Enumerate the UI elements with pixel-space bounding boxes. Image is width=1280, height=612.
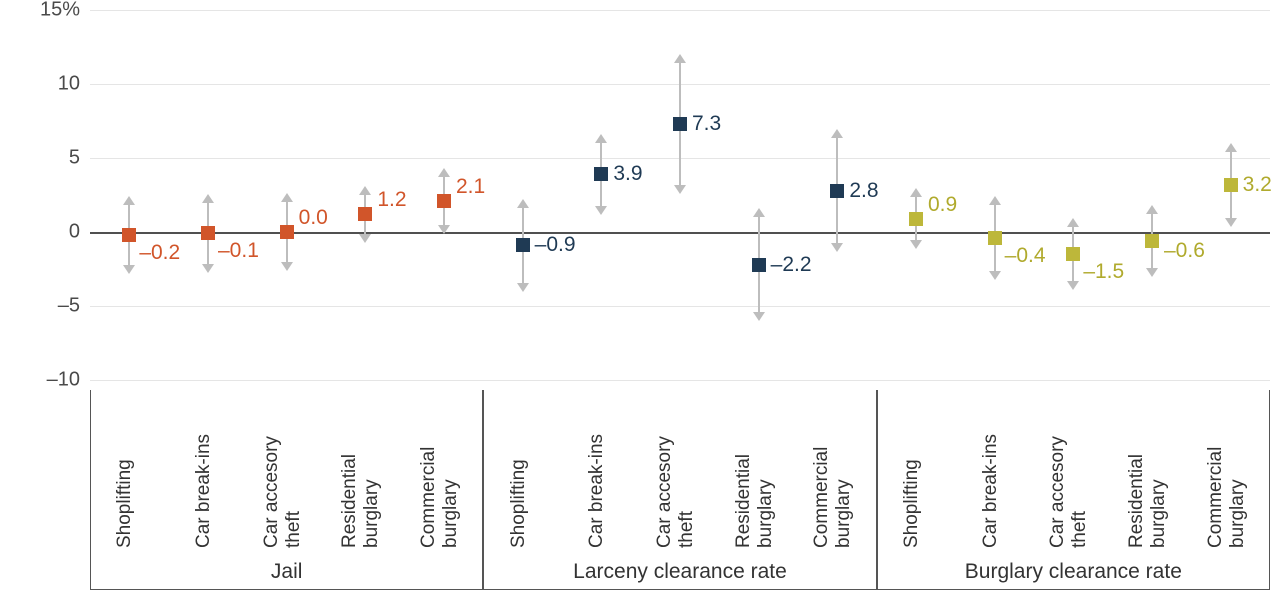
data-label: 1.2 [377,188,406,212]
error-arrow-down-icon [359,234,371,243]
error-arrow-up-icon [595,134,607,143]
error-arrow-up-icon [517,199,529,208]
x-category-label: burglary [833,479,855,548]
data-label: 0.0 [299,206,328,230]
y-tick-label: –5 [30,295,80,318]
error-arrow-up-icon [281,193,293,202]
error-arrow-down-icon [517,283,529,292]
group-label: Jail [90,560,483,584]
error-arrow-down-icon [1067,281,1079,290]
data-label: 2.1 [456,175,485,199]
x-category-label: Car accesory [1047,436,1069,548]
error-arrow-down-icon [910,240,922,249]
x-category-label: Shoplifting [114,459,136,548]
x-category-label: burglary [440,479,462,548]
gridline [90,380,1270,381]
x-category-label: Car break-ins [980,434,1002,548]
error-arrow-down-icon [831,243,843,252]
x-category-label: theft [1069,511,1091,548]
x-category-label: Car break-ins [586,434,608,548]
x-category-label: burglary [755,479,777,548]
data-label: –0.1 [218,239,259,263]
error-arrow-down-icon [281,262,293,271]
y-tick-label: –10 [30,369,80,392]
error-arrow-down-icon [123,265,135,274]
data-marker [909,212,923,226]
x-category-label: Residential [733,454,755,548]
data-marker [988,231,1002,245]
data-marker [516,238,530,252]
error-arrow-up-icon [1146,205,1158,214]
error-arrow-up-icon [1225,143,1237,152]
x-category-label: Car accesory [654,436,676,548]
gridline [90,306,1270,307]
gridline [90,10,1270,11]
data-marker [830,184,844,198]
error-arrow-up-icon [438,168,450,177]
data-label: 3.2 [1243,173,1272,197]
data-label: 3.9 [613,162,642,186]
x-category-label: Commercial [811,447,833,548]
x-category-label: Commercial [1205,447,1227,548]
error-arrow-up-icon [1067,218,1079,227]
data-marker [1145,234,1159,248]
error-arrow-up-icon [359,186,371,195]
x-category-label: burglary [1227,479,1249,548]
error-arrow-up-icon [674,54,686,63]
x-category-label: theft [283,511,305,548]
data-label: –0.9 [535,233,576,257]
y-tick-label: 15% [30,0,80,22]
data-label: –1.5 [1083,260,1124,284]
data-marker [1224,178,1238,192]
group-label: Larceny clearance rate [483,560,876,584]
data-label: –2.2 [771,253,812,277]
y-tick-label: 5 [30,147,80,170]
error-arrow-up-icon [910,188,922,197]
error-arrow-down-icon [989,271,1001,280]
error-arrow-down-icon [438,225,450,234]
error-arrow-down-icon [202,264,214,273]
x-category-label: theft [676,511,698,548]
error-arrow-down-icon [1225,218,1237,227]
data-marker [1066,247,1080,261]
data-label: 0.9 [928,193,957,217]
x-category-label: Shoplifting [508,459,530,548]
data-label: 7.3 [692,112,721,136]
data-marker [358,207,372,221]
data-label: –0.6 [1164,239,1205,263]
data-marker [752,258,766,272]
error-arrow-up-icon [202,194,214,203]
data-label: –0.4 [1005,244,1046,268]
error-arrow-up-icon [123,196,135,205]
error-arrow-up-icon [753,208,765,217]
data-marker [280,225,294,239]
x-category-label: Car break-ins [193,434,215,548]
data-label: 2.8 [849,179,878,203]
data-marker [594,167,608,181]
x-category-label: burglary [1148,479,1170,548]
data-label: –0.2 [139,241,180,265]
error-arrow-up-icon [831,129,843,138]
x-category-label: Commercial [418,447,440,548]
zero-line [90,232,1270,234]
error-arrow-down-icon [753,312,765,321]
error-arrow-down-icon [595,206,607,215]
y-tick-label: 10 [30,73,80,96]
x-category-label: Car accesory [261,436,283,548]
error-arrow-down-icon [674,185,686,194]
error-arrow-down-icon [1146,268,1158,277]
data-marker [437,194,451,208]
x-category-label: burglary [361,479,383,548]
data-marker [673,117,687,131]
estimates-chart: –10 –5 0 5 10 15% Jail –0.2 –0.1 0.0 1.2 2.1 Larceny… [0,0,1280,612]
y-tick-label: 0 [30,221,80,244]
x-category-label: Residential [1126,454,1148,548]
group-label: Burglary clearance rate [877,560,1270,584]
data-marker [201,226,215,240]
data-marker [122,228,136,242]
x-category-label: Shoplifting [901,459,923,548]
error-arrow-up-icon [989,196,1001,205]
x-category-label: Residential [339,454,361,548]
